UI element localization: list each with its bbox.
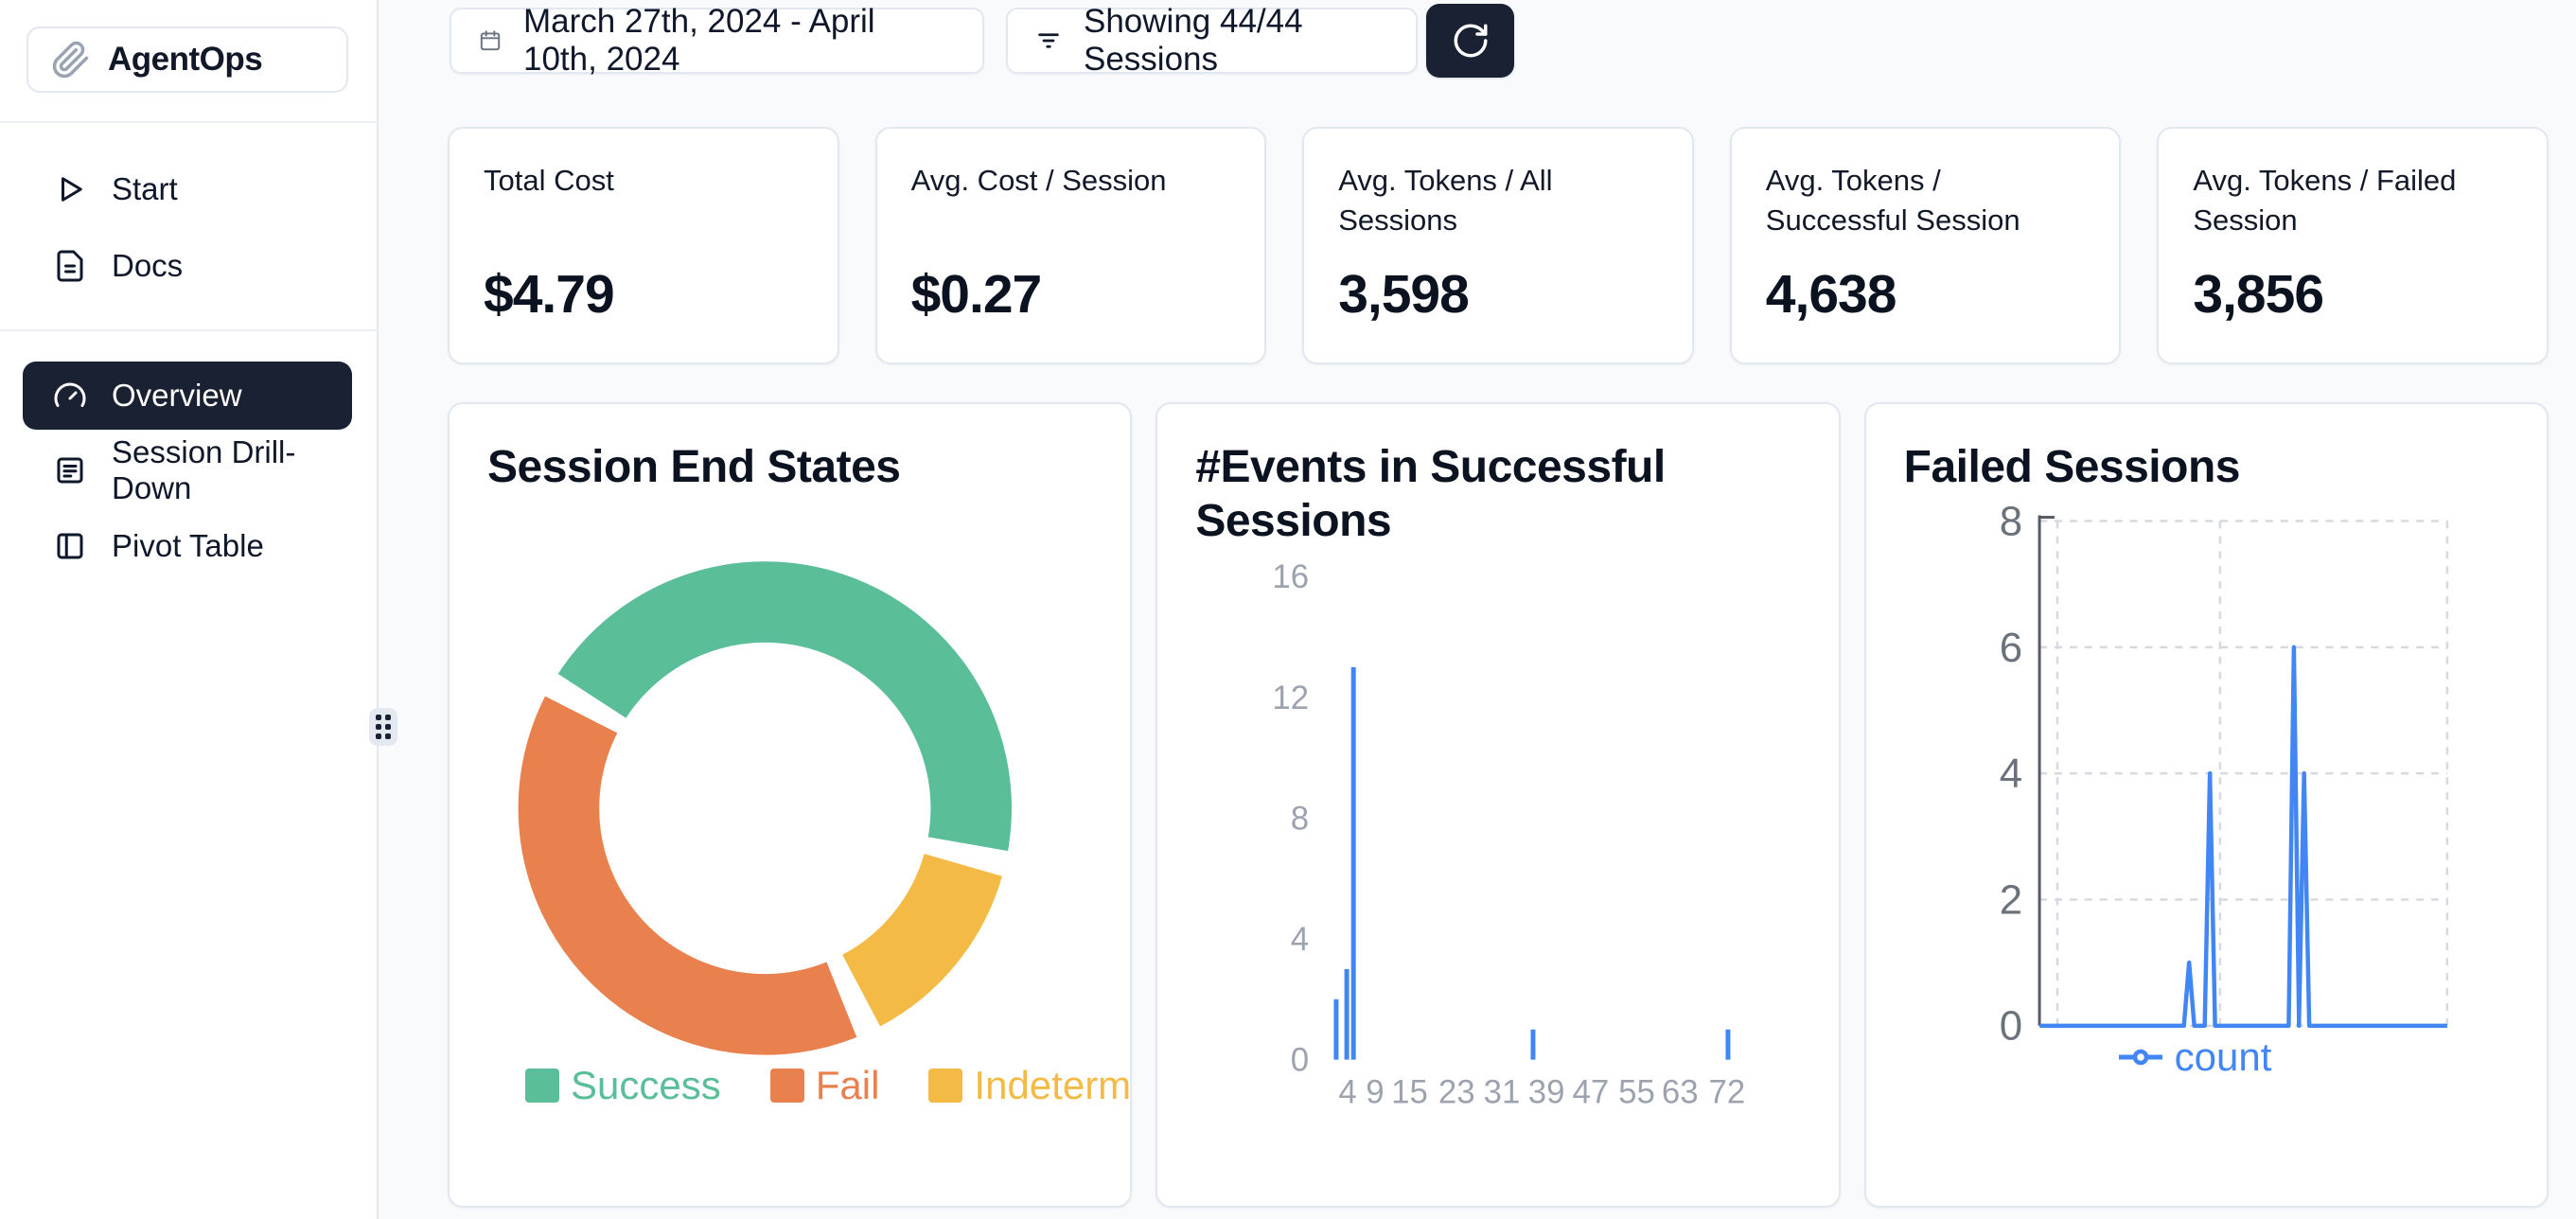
- stat-card-avg-tokens-failed: Avg. Tokens / Failed Session 3,856: [2157, 127, 2549, 364]
- sidebar-resize-grip-handle-icon[interactable]: [369, 708, 397, 746]
- sidebar-item-label: Pivot Table: [112, 528, 264, 563]
- legend-item-success[interactable]: Success: [525, 1063, 721, 1108]
- stat-label: Avg. Cost / Session: [910, 164, 1167, 197]
- svg-text:23: 23: [1438, 1073, 1475, 1110]
- line-circle-marker-icon: [2118, 1048, 2163, 1067]
- svg-text:4: 4: [1291, 921, 1309, 958]
- events-in-successful-sessions-card: 16 12 8 4 0 4 9 15 23 31 39 47 55 63 72 #Events in Suc…: [1156, 402, 1841, 1208]
- stat-value: 4,638: [1765, 264, 1897, 325]
- session-end-states-donut-chart: [518, 561, 1012, 1055]
- legend-swatch: [525, 1069, 559, 1103]
- stat-card-total-cost: Total Cost $4.79: [448, 127, 839, 364]
- svg-text:72: 72: [1709, 1073, 1746, 1110]
- chart-title: Session End States: [487, 442, 901, 492]
- svg-text:63: 63: [1662, 1073, 1699, 1110]
- filter-lines-icon: [1034, 26, 1063, 55]
- svg-text:8: 8: [1291, 800, 1309, 837]
- svg-text:8: 8: [1999, 498, 2021, 544]
- sidebar-item-docs[interactable]: Docs: [23, 232, 352, 300]
- svg-text:2: 2: [1999, 876, 2021, 923]
- svg-text:6: 6: [1999, 625, 2021, 671]
- gauge-icon: [53, 379, 87, 413]
- app-name: AgentOps: [108, 41, 263, 78]
- svg-text:4: 4: [1339, 1073, 1357, 1110]
- sidebar-item-session-drill-down[interactable]: Session Drill-Down: [23, 434, 352, 505]
- sidebar-item-pivot-table[interactable]: Pivot Table: [23, 512, 352, 580]
- file-text-icon: [53, 249, 87, 283]
- stat-value: $4.79: [484, 264, 615, 325]
- legend-item-indeterminate[interactable]: Indeterminate: [928, 1063, 1132, 1108]
- sidebar-item-label: Session Drill-Down: [112, 434, 296, 505]
- stat-card-avg-cost-session: Avg. Cost / Session $0.27: [874, 127, 1267, 364]
- legend-label: Fail: [815, 1063, 880, 1107]
- chart-title: #Events in Successful Sessions: [1195, 442, 1666, 546]
- stat-card-avg-tokens-all: Avg. Tokens / All Sessions 3,598: [1302, 127, 1694, 364]
- svg-text:15: 15: [1392, 1073, 1429, 1110]
- stat-value: $0.27: [910, 264, 1043, 325]
- sidebar-item-label: Start: [112, 171, 178, 206]
- sessions-filter-button[interactable]: Showing 44/44 Sessions: [1006, 3, 1418, 78]
- failed-sessions-line-chart: 8 6 4 2 0: [1999, 498, 2448, 1050]
- refresh-button[interactable]: [1426, 4, 1514, 78]
- failed-sessions-card: 8 6 4 2 0 Failed Sessions count: [1863, 402, 2549, 1208]
- svg-text:9: 9: [1367, 1073, 1385, 1110]
- svg-text:4: 4: [1999, 751, 2021, 797]
- panel-left-icon: [53, 529, 87, 563]
- chart-cards-row: Session End States Success Fail Indeterm…: [448, 402, 2549, 1208]
- legend-label: Success: [571, 1063, 721, 1107]
- app-logo[interactable]: AgentOps: [26, 26, 348, 93]
- svg-text:39: 39: [1528, 1073, 1565, 1110]
- note-lines-icon: [53, 453, 87, 487]
- stat-card-avg-tokens-successful: Avg. Tokens / Successful Session 4,638: [1729, 127, 2122, 364]
- sidebar-item-start[interactable]: Start: [23, 155, 352, 223]
- sidebar-item-label: Overview: [112, 378, 242, 413]
- stat-label: Avg. Tokens / All Sessions: [1338, 164, 1553, 237]
- legend-item-fail[interactable]: Fail: [769, 1063, 880, 1108]
- stat-label: Avg. Tokens / Successful Session: [1765, 164, 2020, 237]
- svg-text:0: 0: [1999, 1003, 2021, 1050]
- stat-label: Avg. Tokens / Failed Session: [2193, 164, 2457, 237]
- legend-label: Indeterminate: [974, 1063, 1132, 1107]
- stat-cards-row: Total Cost $4.79 Avg. Cost / Session $0.…: [448, 127, 2549, 364]
- refresh-icon: [1451, 21, 1491, 61]
- count-legend-item[interactable]: count: [2118, 1034, 2272, 1080]
- donut-legend: Success Fail Indeterminate: [525, 1063, 1132, 1108]
- sidebar-divider-middle: [0, 329, 379, 331]
- svg-text:12: 12: [1273, 680, 1310, 716]
- svg-text:47: 47: [1573, 1073, 1610, 1110]
- stat-value: 3,856: [2193, 264, 2324, 325]
- calendar-icon: [478, 28, 503, 53]
- svg-text:16: 16: [1273, 558, 1310, 595]
- legend-swatch: [769, 1069, 804, 1103]
- sidebar-item-label: Docs: [112, 248, 184, 283]
- paperclip-icon: [51, 40, 91, 80]
- stat-label: Total Cost: [484, 164, 614, 197]
- sidebar: AgentOps Start Docs Overview: [0, 0, 379, 1219]
- svg-text:0: 0: [1291, 1042, 1309, 1079]
- chart-title: Failed Sessions: [1903, 442, 2241, 492]
- date-range-button[interactable]: March 27th, 2024 - April 10th, 2024: [450, 3, 984, 78]
- stat-value: 3,598: [1338, 264, 1470, 325]
- main-content: March 27th, 2024 - April 10th, 2024 Show…: [379, 0, 2576, 1219]
- date-range-label: March 27th, 2024 - April 10th, 2024: [523, 3, 875, 78]
- sidebar-item-overview[interactable]: Overview: [23, 362, 352, 430]
- play-icon: [53, 172, 87, 206]
- legend-swatch: [928, 1069, 963, 1103]
- sidebar-divider-top: [0, 121, 379, 123]
- svg-text:31: 31: [1484, 1073, 1521, 1110]
- svg-text:55: 55: [1619, 1073, 1656, 1110]
- session-end-states-card: Session End States Success Fail Indeterm…: [448, 402, 1133, 1208]
- legend-label: count: [2174, 1034, 2272, 1079]
- sessions-filter-label: Showing 44/44 Sessions: [1084, 3, 1303, 78]
